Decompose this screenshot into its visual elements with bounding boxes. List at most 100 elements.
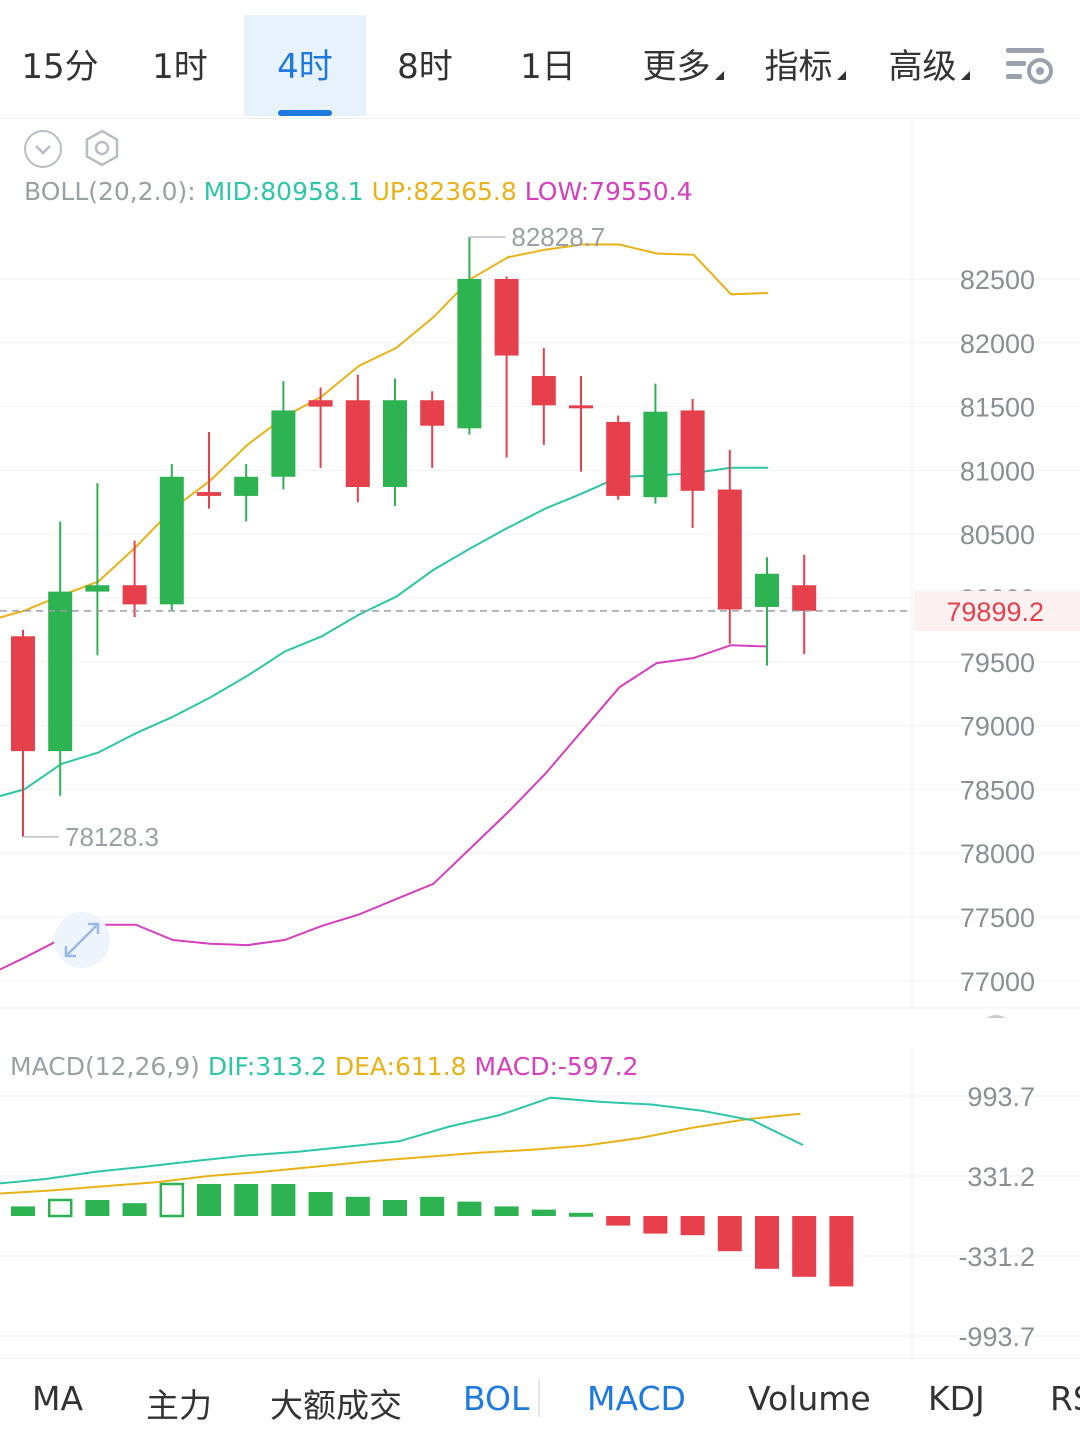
scroll-to-latest-icon xyxy=(986,1015,1006,1018)
price-axis-label: 79500 xyxy=(960,648,1035,678)
macd-bar xyxy=(792,1216,817,1277)
price-axis-label: 82500 xyxy=(960,265,1035,295)
candle-body xyxy=(345,400,370,487)
macd-bar xyxy=(11,1206,35,1216)
collapse-indicators-icon[interactable] xyxy=(24,130,62,168)
candle xyxy=(11,629,35,837)
candle-body xyxy=(494,279,519,356)
indicator-tab-volume[interactable]: Volume xyxy=(748,1379,871,1418)
indicator-tab-macd[interactable]: MACD xyxy=(587,1379,686,1418)
macd-bar xyxy=(122,1203,147,1216)
tab-label: 高级 xyxy=(888,47,957,87)
candle-body xyxy=(383,400,407,487)
tab-label: 更多 xyxy=(642,47,711,87)
candle xyxy=(48,521,73,796)
macd-axis-label: -993.7 xyxy=(958,1322,1035,1352)
candle-body xyxy=(606,421,631,496)
macd-bar xyxy=(569,1212,593,1217)
candle-body xyxy=(680,410,705,491)
price-axis-label: 79000 xyxy=(960,712,1035,742)
timeframe-tab-bar: 15分 1时 4时 8时 1日 更多 指标 高级 xyxy=(0,0,1080,119)
tab-8h[interactable]: 8时 xyxy=(375,15,475,116)
indicator-tab-ma[interactable]: MA xyxy=(32,1379,84,1418)
macd-chart[interactable]: 993.7 331.2 -331.2 -993.7 xyxy=(0,1048,1080,1358)
macd-bar xyxy=(680,1216,705,1236)
macd-axis-label: 993.7 xyxy=(967,1082,1035,1112)
indicator-settings-icon[interactable] xyxy=(82,128,122,172)
macd-bar xyxy=(717,1216,742,1252)
candle xyxy=(271,381,296,490)
boll-mid-line xyxy=(0,466,769,798)
candle-body xyxy=(11,636,35,752)
tab-more[interactable]: 更多 xyxy=(630,15,736,116)
expand-arrows xyxy=(64,922,100,958)
expand-chart-icon xyxy=(54,912,110,968)
high-marker-label: 82828.7 xyxy=(511,222,605,252)
candle xyxy=(457,237,482,435)
candle xyxy=(420,391,445,468)
tab-indicators[interactable]: 指标 xyxy=(752,15,858,116)
active-tab-indicator xyxy=(278,110,332,116)
macd-dif-value: DIF:313.2 xyxy=(207,1052,327,1081)
tab-divider xyxy=(538,1379,540,1417)
candle-body xyxy=(234,476,259,496)
candle xyxy=(122,540,147,618)
macd-bar xyxy=(85,1200,110,1216)
candle-body xyxy=(271,410,296,477)
tab-15m[interactable]: 15分 xyxy=(10,15,110,116)
indicator-tab-boll[interactable]: BOL xyxy=(463,1379,530,1418)
tab-1h[interactable]: 1时 xyxy=(130,15,230,116)
macd-bar xyxy=(755,1216,779,1269)
candle xyxy=(383,378,407,507)
price-axis-label: 78000 xyxy=(960,839,1035,869)
boll-mid-value: MID:80958.1 xyxy=(203,177,364,206)
indicator-tab-large-trades[interactable]: 大额成交 xyxy=(270,1386,402,1425)
candle-body xyxy=(643,411,668,498)
candlestick-chart[interactable]: 8250082000815008100080500800007950079000… xyxy=(0,118,1080,1018)
boll-label: BOLL(20,2.0): xyxy=(24,177,196,206)
candle xyxy=(643,383,668,504)
candle xyxy=(345,374,370,503)
macd-value: MACD:-597.2 xyxy=(474,1052,639,1081)
tab-label: 15分 xyxy=(21,47,99,87)
indicator-tab-rsi[interactable]: RS xyxy=(1050,1379,1080,1418)
chart-settings-icon[interactable] xyxy=(1004,44,1056,92)
indicator-tab-kdj[interactable]: KDJ xyxy=(928,1379,985,1418)
tab-label: 1日 xyxy=(520,47,576,87)
current-price-label: 79899.2 xyxy=(946,597,1044,627)
candle-body xyxy=(569,405,593,409)
indicator-tab-main-force[interactable]: 主力 xyxy=(146,1386,212,1425)
candle xyxy=(494,276,519,458)
macd-bar xyxy=(829,1216,854,1287)
candle xyxy=(159,464,184,611)
boll-low-line xyxy=(0,644,769,971)
boll-up-line xyxy=(0,243,769,619)
macd-dif-line xyxy=(0,1096,804,1185)
macd-dea-line xyxy=(0,1112,801,1195)
caret-icon xyxy=(960,71,970,80)
macd-dea-value: DEA:611.8 xyxy=(334,1052,467,1081)
tab-advanced[interactable]: 高级 xyxy=(876,15,982,116)
caret-icon xyxy=(836,71,846,80)
price-axis-label: 78500 xyxy=(960,775,1035,805)
tab-label: 指标 xyxy=(764,47,833,87)
candle-body xyxy=(792,585,817,611)
macd-bar xyxy=(643,1216,668,1234)
candle-body xyxy=(755,573,779,607)
price-axis-label: 82000 xyxy=(960,329,1035,359)
tab-1d[interactable]: 1日 xyxy=(498,15,598,116)
candle-body xyxy=(48,591,73,752)
macd-bar xyxy=(308,1192,333,1216)
macd-bar xyxy=(234,1184,259,1216)
candle xyxy=(531,347,556,445)
candle xyxy=(717,449,742,644)
tab-label: 8时 xyxy=(397,47,453,87)
tab-4h[interactable]: 4时 xyxy=(244,15,366,116)
tab-label: 1时 xyxy=(152,47,208,87)
candle xyxy=(308,387,333,468)
candle xyxy=(85,483,110,656)
candle xyxy=(197,432,221,509)
current-price-badge xyxy=(914,590,1080,631)
boll-up-value: UP:82365.8 xyxy=(371,177,517,206)
candle xyxy=(755,557,779,666)
